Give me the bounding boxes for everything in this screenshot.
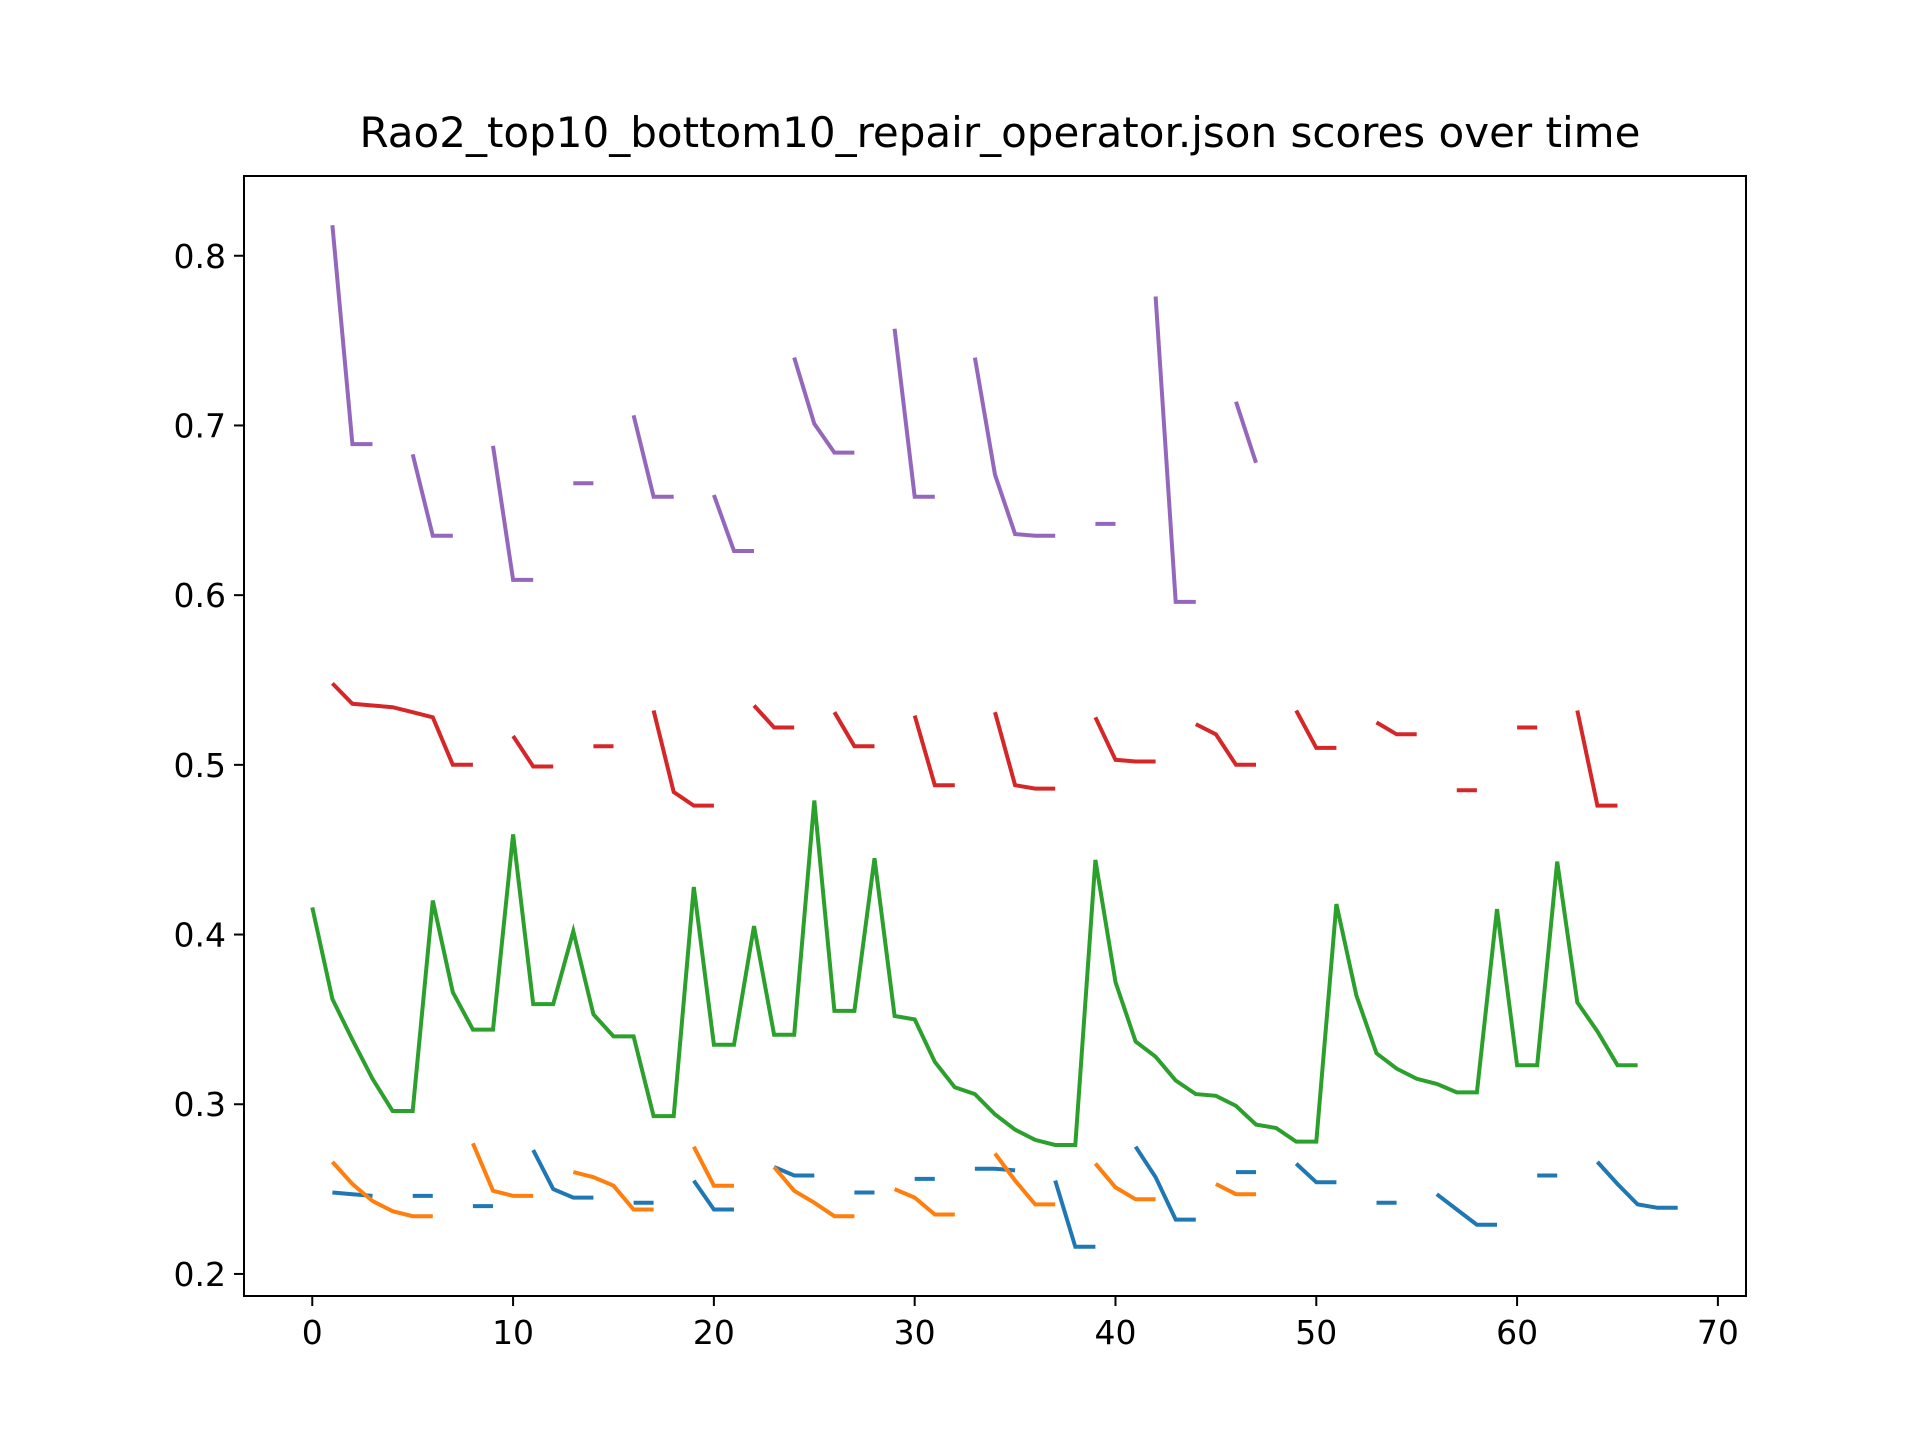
series-2-segment-3 [572, 1170, 654, 1212]
series-4-segment-12 [1375, 720, 1417, 737]
series-1-segment-14 [1294, 1162, 1337, 1185]
series-2-segment-6 [893, 1187, 955, 1217]
series-3-segment-1 [310, 800, 1638, 1147]
chart-title: Rao2_top10_bottom10_repair_operator.json… [360, 108, 1641, 157]
x-tick-label: 10 [492, 1313, 534, 1352]
series-1-segment-6 [692, 1179, 734, 1212]
y-tick-label: 0.7 [174, 406, 226, 445]
y-tick-label: 0.5 [174, 746, 226, 785]
series-5-segment-9 [972, 357, 1056, 538]
y-tick-label: 0.8 [174, 237, 226, 276]
series-4-segment-7 [912, 715, 955, 788]
series-2-segment-5 [772, 1165, 855, 1219]
series-5-segment-8 [892, 328, 935, 499]
series-1-segment-18 [1595, 1160, 1678, 1210]
series-4-segment-8 [993, 711, 1056, 791]
y-axis-ticks: 0.2 0.3 0.4 0.5 0.6 0.7 0.8 [174, 237, 244, 1294]
series-1-segment-7 [773, 1165, 815, 1178]
series-5-segment-3 [491, 445, 534, 582]
series-5-segment-11 [1153, 296, 1196, 604]
series-1-segment-12 [1133, 1145, 1196, 1222]
series-2-segment-4 [692, 1145, 734, 1188]
series-5-segment-12 [1234, 401, 1258, 464]
series-4-segment-5 [752, 704, 795, 730]
x-tick-label: 0 [302, 1313, 323, 1352]
x-tick-label: 20 [693, 1313, 735, 1352]
y-tick-label: 0.6 [174, 576, 226, 615]
series-5-segment-1 [330, 225, 373, 447]
series-2-segment-2 [471, 1142, 534, 1198]
y-tick-label: 0.2 [174, 1255, 226, 1294]
axes-frame [243, 175, 1747, 1297]
series-4-segment-15 [1575, 710, 1618, 808]
series-5-segment-7 [792, 357, 855, 455]
series-4-segment-11 [1294, 709, 1337, 750]
series-4-segment-1 [330, 681, 473, 767]
y-tick-label: 0.3 [174, 1085, 226, 1124]
series-1-segment-4 [531, 1149, 594, 1200]
series-4-segment-10 [1194, 722, 1256, 767]
x-tick-label: 60 [1496, 1313, 1538, 1352]
series-4-segment-9 [1093, 716, 1156, 764]
series-2-segment-7 [993, 1152, 1056, 1207]
series-2-segment-1 [330, 1160, 433, 1219]
series-4-segment-2 [511, 734, 554, 769]
x-tick-label: 70 [1697, 1313, 1739, 1352]
series-1-segment-11 [1053, 1180, 1096, 1249]
plot-lines [310, 225, 1678, 1249]
y-tick-label: 0.4 [174, 916, 226, 955]
x-tick-label: 40 [1094, 1313, 1136, 1352]
series-2-segment-8 [1093, 1162, 1156, 1202]
x-tick-label: 50 [1295, 1313, 1337, 1352]
series-1-segment-16 [1435, 1192, 1497, 1227]
x-tick-label: 30 [894, 1313, 936, 1352]
series-5-segment-2 [410, 453, 453, 538]
series-4-segment-4 [651, 710, 714, 808]
x-axis-ticks: 0 10 20 30 40 50 60 70 [302, 1296, 1739, 1352]
series-5-segment-6 [712, 494, 754, 553]
series-2-segment-9 [1214, 1182, 1256, 1197]
series-4-segment-6 [832, 711, 875, 749]
series-5-segment-5 [631, 414, 674, 499]
